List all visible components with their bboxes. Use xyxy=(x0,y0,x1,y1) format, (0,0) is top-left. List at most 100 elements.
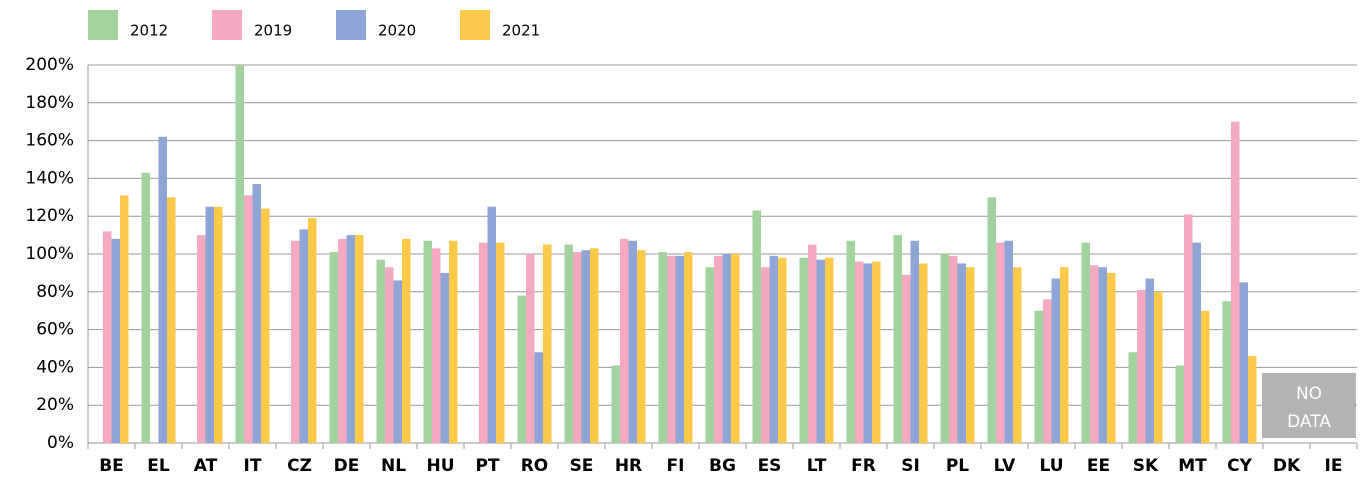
bar xyxy=(799,257,808,443)
x-tick-label: BE xyxy=(99,456,124,476)
bar xyxy=(620,238,629,443)
x-tick-label: CY xyxy=(1227,456,1252,476)
bar xyxy=(957,263,966,443)
bar xyxy=(496,242,505,443)
x-tick-label: SI xyxy=(901,456,920,476)
x-tick-label: PT xyxy=(475,456,499,476)
bar xyxy=(564,244,573,443)
x-tick-label: LT xyxy=(807,456,827,476)
bar xyxy=(581,250,590,443)
y-tick-label: 140% xyxy=(25,168,74,188)
y-tick-label: 0% xyxy=(47,433,74,453)
bar xyxy=(1231,121,1240,443)
legend-label: 2020 xyxy=(378,22,416,40)
bar xyxy=(1034,310,1043,443)
legend-swatch xyxy=(88,10,118,40)
bar xyxy=(1239,282,1248,443)
y-tick-label: 180% xyxy=(25,93,74,113)
x-tick-label: SE xyxy=(570,456,594,476)
bar xyxy=(1051,278,1060,443)
x-tick-label: DK xyxy=(1273,456,1301,476)
x-tick-label: PL xyxy=(946,456,969,476)
x-tick-label: EL xyxy=(147,456,170,476)
bar xyxy=(1013,267,1022,443)
bar xyxy=(1107,272,1116,443)
bar xyxy=(778,257,787,443)
bar xyxy=(440,272,449,443)
bar xyxy=(214,206,223,443)
legend-label: 2019 xyxy=(254,22,292,40)
x-tick-label: NL xyxy=(381,456,406,476)
bar xyxy=(910,240,919,443)
bar xyxy=(103,231,112,443)
bar xyxy=(1004,240,1013,443)
bar xyxy=(543,244,552,443)
x-tick-label: DE xyxy=(334,456,360,476)
bar xyxy=(611,365,620,443)
bar xyxy=(949,255,958,443)
bar xyxy=(291,240,300,443)
x-tick-label: LV xyxy=(994,456,1016,476)
legend-label: 2021 xyxy=(502,22,540,40)
x-tick-label: IT xyxy=(244,456,262,476)
bar xyxy=(402,238,411,443)
bar xyxy=(120,195,129,443)
bar xyxy=(423,240,432,443)
x-tick-label: SK xyxy=(1133,456,1159,476)
annotation: NO xyxy=(1296,384,1322,404)
bar xyxy=(1201,310,1210,443)
bar xyxy=(752,210,761,443)
y-tick-label: 80% xyxy=(36,282,74,302)
bar xyxy=(940,254,949,443)
bar xyxy=(863,263,872,443)
y-tick-label: 100% xyxy=(25,244,74,264)
bar xyxy=(338,238,347,443)
bar xyxy=(205,206,214,443)
bar xyxy=(197,235,206,443)
bar xyxy=(996,242,1005,443)
x-tick-label: FI xyxy=(667,456,685,476)
y-tick-label: 40% xyxy=(36,357,74,377)
y-tick-label: 160% xyxy=(25,131,74,151)
bar xyxy=(1043,299,1052,443)
bar xyxy=(919,263,928,443)
x-tick-label: MT xyxy=(1178,456,1207,476)
bar xyxy=(1128,352,1137,443)
y-tick-label: 200% xyxy=(25,55,74,75)
bar xyxy=(714,255,723,443)
bar xyxy=(816,259,825,443)
bar xyxy=(705,267,714,443)
bar xyxy=(855,261,864,443)
bar xyxy=(846,240,855,443)
bar xyxy=(722,254,731,443)
bar xyxy=(517,295,526,443)
x-tick-label: EE xyxy=(1087,456,1110,476)
bar xyxy=(590,248,599,443)
x-tick-label: BG xyxy=(709,456,736,476)
x-tick-label: CZ xyxy=(287,456,312,476)
bar xyxy=(1248,356,1257,443)
x-tick-label: FR xyxy=(851,456,876,476)
bar xyxy=(299,229,308,443)
bar xyxy=(1060,267,1069,443)
bar xyxy=(479,242,488,443)
bar xyxy=(534,352,543,443)
bar xyxy=(346,235,355,443)
bar xyxy=(658,252,667,443)
bar xyxy=(872,261,881,443)
bar xyxy=(1192,242,1201,443)
annotation: DATA xyxy=(1287,412,1331,432)
legend-swatch xyxy=(336,10,366,40)
bar xyxy=(393,280,402,443)
bar xyxy=(1081,242,1090,443)
x-tick-label: HR xyxy=(615,456,642,476)
bar xyxy=(167,197,176,443)
bar xyxy=(385,267,394,443)
bar xyxy=(526,254,535,443)
legend-swatch xyxy=(212,10,242,40)
bar xyxy=(893,235,902,443)
y-tick-label: 120% xyxy=(25,206,74,226)
bar xyxy=(1175,365,1184,443)
bar xyxy=(769,255,778,443)
bar xyxy=(825,257,834,443)
